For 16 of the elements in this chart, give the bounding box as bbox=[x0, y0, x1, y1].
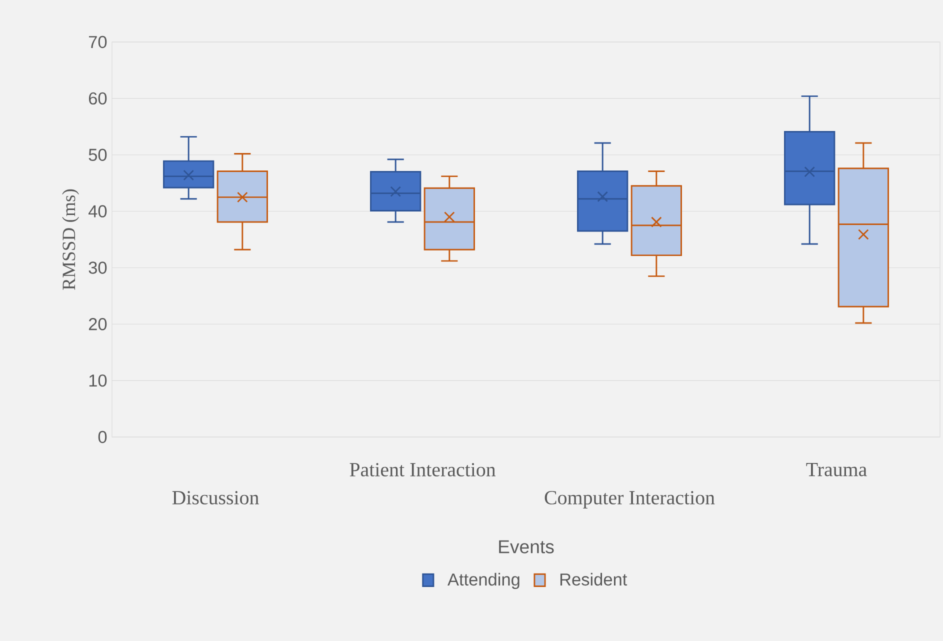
y-tick-label: 30 bbox=[88, 262, 107, 274]
y-tick-label: 70 bbox=[88, 36, 107, 48]
x-axis-title: Events bbox=[499, 540, 554, 554]
legend-label: Attending bbox=[448, 572, 520, 590]
y-tick-label: 20 bbox=[88, 318, 107, 330]
y-tick-label: 60 bbox=[88, 92, 107, 105]
x-tick-label: Computer Interaction bbox=[544, 491, 715, 508]
y-tick-label: 40 bbox=[88, 205, 107, 218]
x-tick-label: Patient Interaction bbox=[350, 463, 496, 476]
y-tick-label: 50 bbox=[88, 148, 107, 161]
y-tick-label: 0 bbox=[98, 430, 107, 444]
x-tick-label: Discussion bbox=[172, 491, 259, 504]
x-tick-label: Trauma bbox=[806, 463, 867, 476]
y-tick-label: 10 bbox=[89, 374, 107, 387]
y-axis-title: RMSSD (ms) bbox=[62, 189, 79, 290]
legend-label: Resident bbox=[560, 572, 628, 586]
